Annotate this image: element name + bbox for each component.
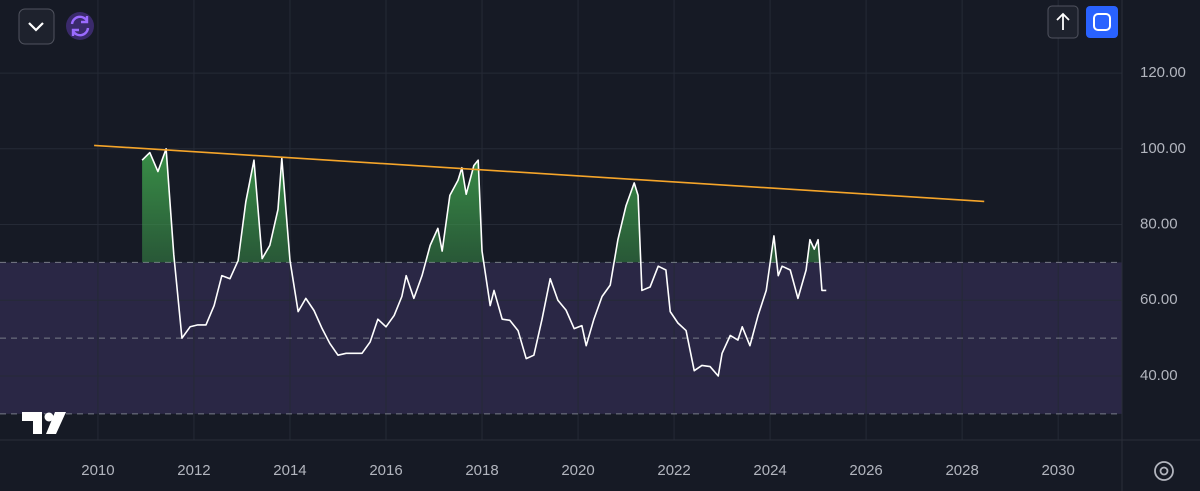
x-tick-label: 2012 (177, 462, 210, 479)
x-tick-label: 2010 (81, 462, 114, 479)
x-tick-label: 2014 (273, 462, 306, 479)
x-tick-label: 2024 (753, 462, 786, 479)
y-tick-label: 80.00 (1140, 216, 1178, 233)
y-tick-label: 40.00 (1140, 367, 1178, 384)
y-tick-label: 120.00 (1140, 64, 1186, 81)
collapse-button[interactable] (18, 8, 55, 45)
x-tick-label: 2030 (1041, 462, 1074, 479)
fullscreen-button[interactable] (1086, 6, 1118, 38)
x-tick-label: 2022 (657, 462, 690, 479)
settings-button[interactable] (1154, 461, 1174, 481)
tradingview-logo (22, 412, 66, 434)
scroll-up-button[interactable] (1047, 5, 1079, 39)
x-tick-label: 2020 (561, 462, 594, 479)
x-tick-label: 2028 (945, 462, 978, 479)
x-tick-label: 2026 (849, 462, 882, 479)
x-tick-label: 2016 (369, 462, 402, 479)
y-tick-label: 100.00 (1140, 140, 1186, 157)
trendline (94, 144, 985, 203)
line-series (141, 148, 827, 377)
x-tick-label: 2018 (465, 462, 498, 479)
plot-area (0, 0, 1122, 440)
y-tick-label: 60.00 (1140, 291, 1178, 308)
sync-button[interactable] (66, 12, 94, 40)
